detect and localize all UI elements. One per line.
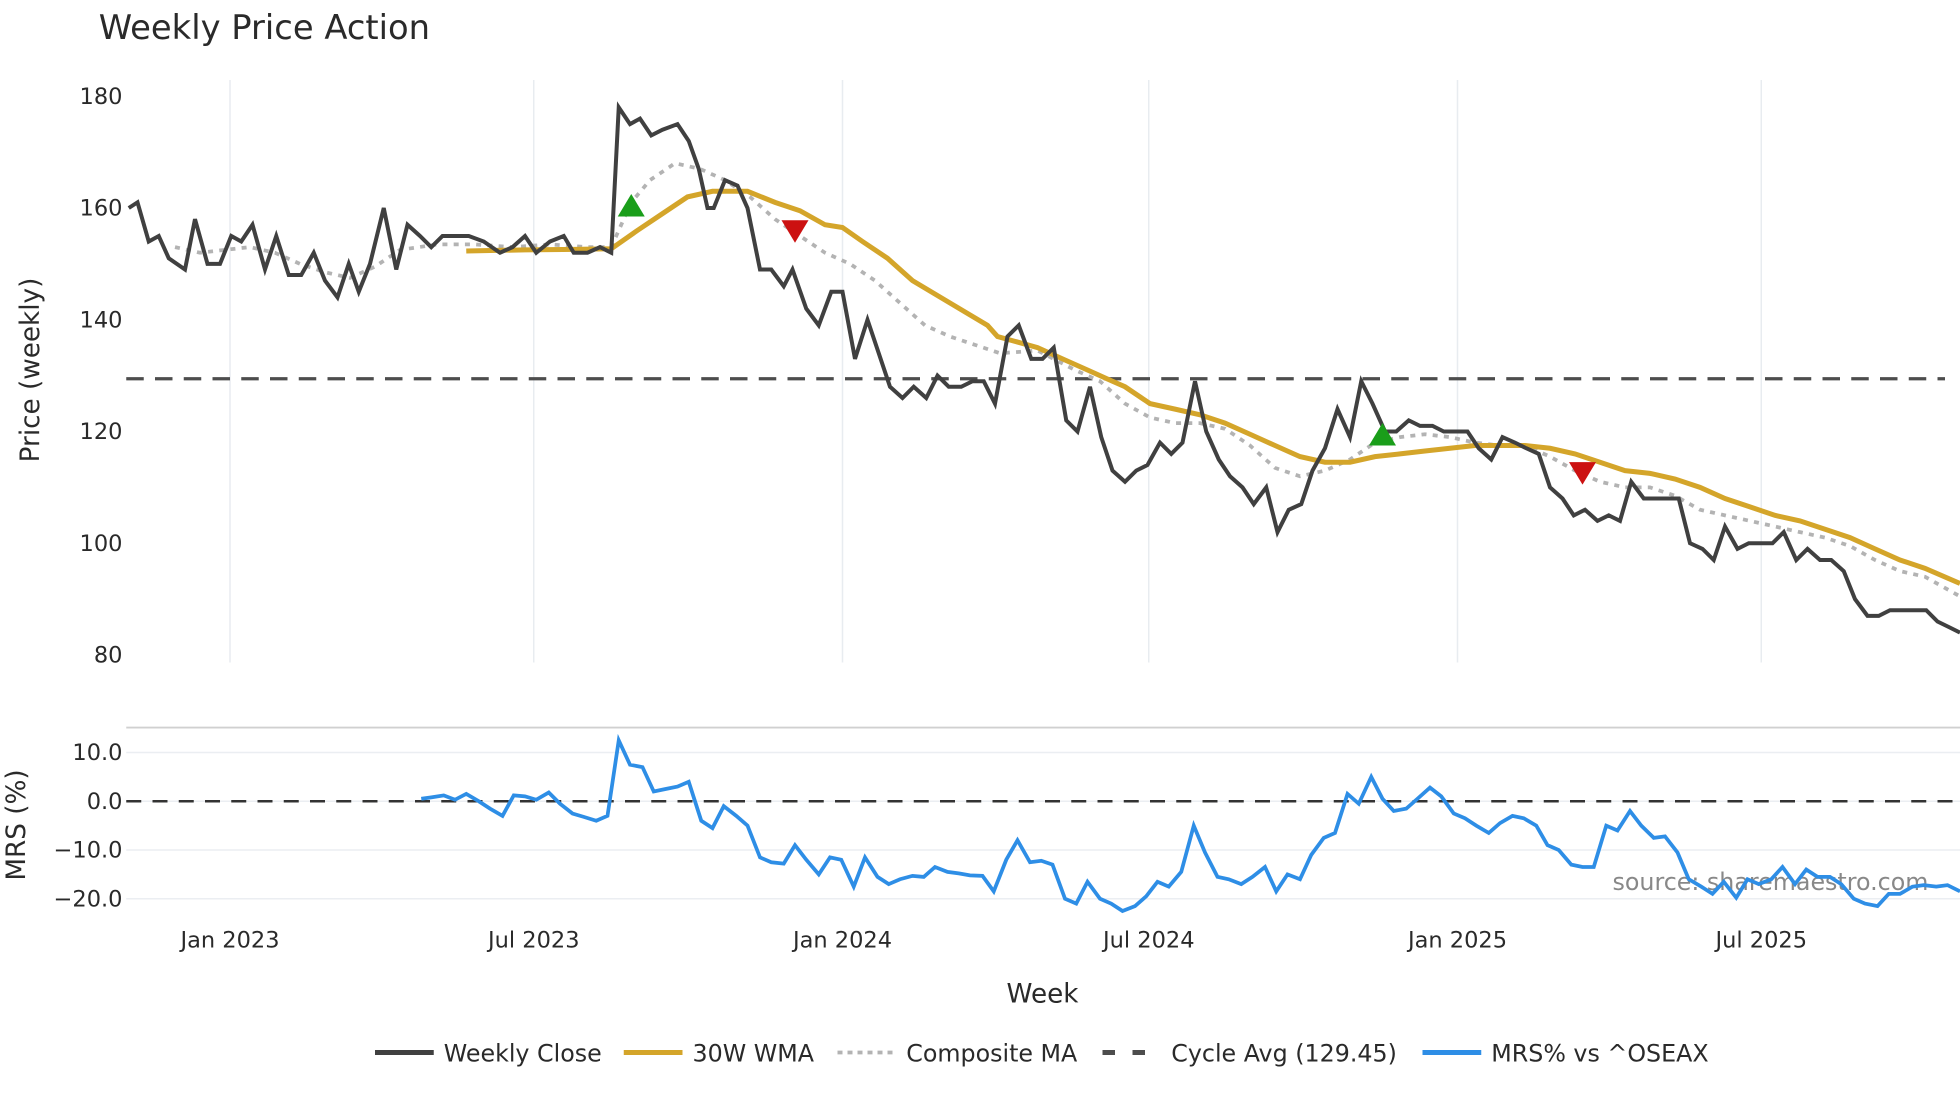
mrs-y-tick: −10.0 <box>54 838 123 864</box>
price-y-tick: 160 <box>80 196 123 222</box>
x-axis-label: Week <box>1007 980 1080 1010</box>
mrs-y-axis-label: MRS (%) <box>2 769 32 880</box>
legend-item[interactable]: Cycle Avg (129.45) <box>1102 1039 1397 1067</box>
x-tick: Jul 2024 <box>1101 928 1195 954</box>
x-axis-ticks: Jan 2023 Jul 2023 Jan 2024 Jul 2024 Jan 2025… <box>178 928 1807 954</box>
price-y-axis-label: Price (weekly) <box>16 278 46 463</box>
weekly-close-line <box>127 101 1960 635</box>
x-tick: Jan 2024 <box>791 928 892 954</box>
mrs-y-ticks: 10.0 0.0 −10.0 −20.0 <box>54 740 123 912</box>
wma-30w-line <box>466 188 1960 586</box>
mrs-y-tick: 0.0 <box>87 789 123 815</box>
mrs-line <box>420 733 1960 914</box>
legend: Weekly Close 30W WMA Composite MA Cycle Avg… <box>375 1039 1709 1067</box>
legend-label: MRS% vs ^OSEAX <box>1491 1039 1708 1067</box>
sell-signal-triangle-down-icon <box>1569 462 1596 485</box>
signal-markers <box>617 193 1596 485</box>
x-tick: Jan 2023 <box>178 928 279 954</box>
legend-label: Weekly Close <box>444 1039 602 1067</box>
buy-signal-triangle-up-icon <box>1369 423 1396 446</box>
legend-item[interactable]: 30W WMA <box>623 1039 815 1067</box>
price-panel: 180 160 140 120 100 80 Price (weekly) <box>16 80 1960 669</box>
chart-title: Weekly Price Action <box>99 8 430 47</box>
legend-label: Cycle Avg (129.45) <box>1171 1039 1397 1067</box>
legend-item[interactable]: Weekly Close <box>375 1039 602 1067</box>
x-tick: Jan 2025 <box>1406 928 1507 954</box>
price-y-tick: 100 <box>80 531 123 557</box>
mrs-horizontal-grid <box>126 751 1960 900</box>
price-y-tick: 180 <box>80 84 123 110</box>
source-watermark: source: sharemaestro.com <box>1613 868 1929 896</box>
buy-signal-triangle-up-icon <box>617 193 645 217</box>
x-tick: Jul 2023 <box>486 928 580 954</box>
legend-item[interactable]: MRS% vs ^OSEAX <box>1422 1039 1709 1067</box>
mrs-y-tick: 10.0 <box>72 740 122 766</box>
legend-label: Composite MA <box>906 1039 1078 1067</box>
x-tick: Jul 2025 <box>1713 928 1807 954</box>
price-vertical-grid <box>229 80 1762 663</box>
price-y-tick: 120 <box>80 419 123 445</box>
legend-label: 30W WMA <box>693 1039 815 1067</box>
price-y-tick: 80 <box>94 643 123 669</box>
price-y-tick: 140 <box>80 307 123 333</box>
legend-item[interactable]: Composite MA <box>837 1039 1079 1067</box>
mrs-y-tick: −20.0 <box>54 886 123 912</box>
price-y-ticks: 180 160 140 120 100 80 <box>80 84 123 669</box>
sell-signal-triangle-down-icon <box>781 220 809 243</box>
mrs-panel: 10.0 0.0 −10.0 −20.0 MRS (%) source: sharem… <box>2 733 1960 914</box>
